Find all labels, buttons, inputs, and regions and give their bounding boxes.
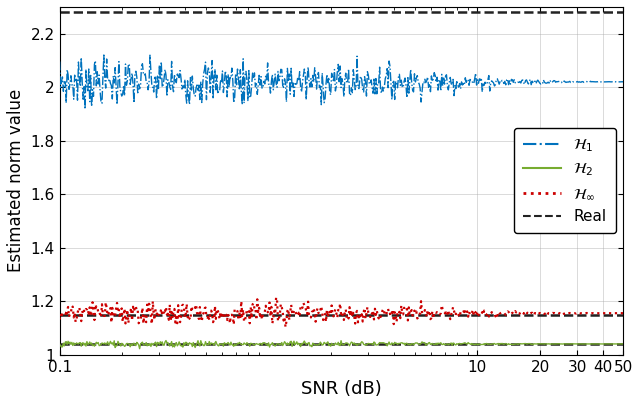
X-axis label: SNR (dB): SNR (dB) [301,380,382,398]
Legend: $\mathcal{H}_1$, $\mathcal{H}_2$, $\mathcal{H}_\infty$, Real: $\mathcal{H}_1$, $\mathcal{H}_2$, $\math… [514,128,616,233]
Y-axis label: Estimated norm value: Estimated norm value [7,89,25,273]
